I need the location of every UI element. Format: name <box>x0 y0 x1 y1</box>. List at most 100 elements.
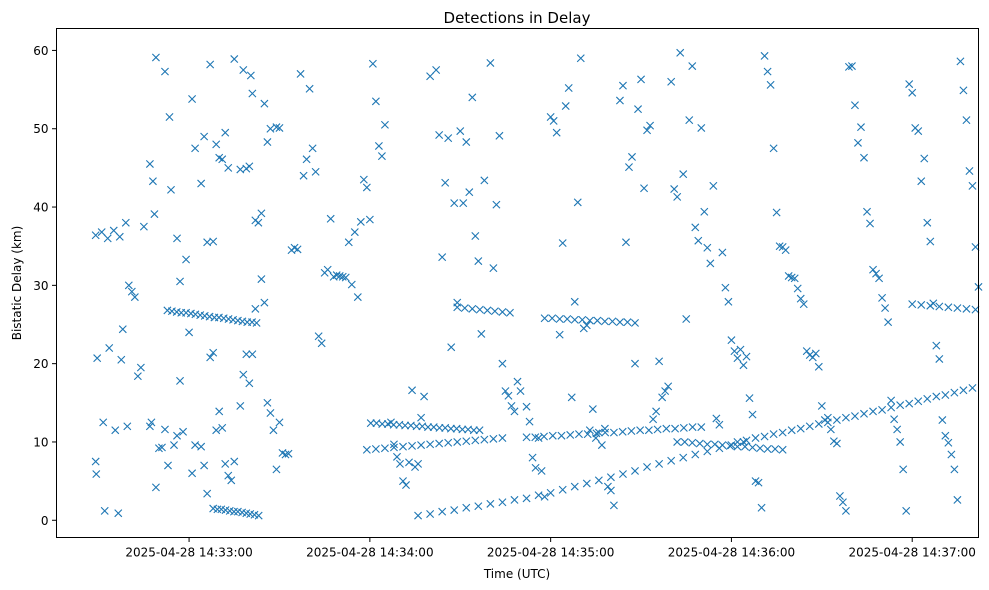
data-point-noise-346 <box>465 188 474 197</box>
data-point-noise-274 <box>236 401 245 410</box>
data-point-noise-328 <box>405 458 414 467</box>
data-point-noise-500 <box>941 431 950 440</box>
data-point-track-9km-rising-58 <box>417 441 426 450</box>
data-point-noise-384 <box>588 405 597 414</box>
data-point-track-ramp-10-to-18km-177 <box>950 388 959 397</box>
data-point-noise-409 <box>667 77 676 86</box>
y-tick-label-3: 30 <box>33 279 48 293</box>
data-point-noise-222 <box>191 144 200 153</box>
data-point-track-10km-falling-122 <box>763 445 772 454</box>
data-point-noise-382 <box>582 321 591 330</box>
data-point-noise-484 <box>893 425 902 434</box>
data-point-track-27km-mid-72 <box>483 306 492 315</box>
data-point-noise-375 <box>561 102 570 111</box>
data-point-track-25km-mid-88 <box>631 318 639 327</box>
data-point-track-12km-mid-42 <box>424 423 433 432</box>
data-point-track-ramp-0-to-10km-146 <box>667 456 676 465</box>
data-point-noise-334 <box>426 72 435 81</box>
data-point-noise-453 <box>799 300 808 309</box>
data-point-noise-367 <box>534 434 543 443</box>
data-point-noise-293 <box>296 69 305 78</box>
data-point-track-27km-late-187 <box>971 305 980 314</box>
data-point-noise-216 <box>165 112 174 121</box>
data-point-noise-230 <box>218 155 227 164</box>
data-point-track-ramp-0-to-10km-149 <box>703 447 712 456</box>
data-point-noise-424 <box>712 414 721 423</box>
data-point-noise-258 <box>179 427 188 436</box>
data-point-track-ramp-10-to-18km-159 <box>787 426 796 435</box>
data-point-track-11km-flat-104 <box>653 425 662 434</box>
data-point-noise-341 <box>450 199 459 208</box>
data-point-noise-497 <box>932 341 941 350</box>
data-point-track-10km-falling-114 <box>703 440 712 449</box>
data-point-noise-449 <box>787 273 796 282</box>
plot-area <box>91 48 983 520</box>
data-point-track-ramp-10-to-18km-178 <box>959 386 968 395</box>
data-point-noise-465 <box>835 492 844 500</box>
data-point-noise-487 <box>902 506 911 515</box>
data-point-noise-347 <box>468 93 477 102</box>
data-point-noise-270 <box>221 459 230 468</box>
data-point-noise-269 <box>218 423 227 432</box>
data-point-noise-445 <box>775 242 784 251</box>
data-point-noise-456 <box>808 353 817 362</box>
data-point-noise-262 <box>197 442 206 451</box>
data-point-noise-220 <box>182 255 191 264</box>
data-point-noise-242 <box>257 209 266 218</box>
data-point-noise-457 <box>811 349 820 358</box>
data-point-noise-296 <box>305 84 314 93</box>
data-point-noise-476 <box>869 265 878 274</box>
data-point-noise-195 <box>99 418 108 427</box>
data-point-noise-344 <box>459 199 468 208</box>
data-point-track-ramp-10-to-18km-162 <box>814 419 823 428</box>
data-point-noise-285 <box>272 465 281 474</box>
data-point-track-1km-early-31 <box>254 511 263 520</box>
data-point-noise-309 <box>344 238 353 247</box>
data-point-noise-403 <box>649 415 658 424</box>
data-point-noise-391 <box>609 501 618 510</box>
data-point-noise-256 <box>173 431 182 440</box>
data-point-noise-390 <box>606 486 615 495</box>
data-point-track-ramp-0-to-10km-128 <box>450 506 459 515</box>
data-point-track-ramp-0-to-10km-129 <box>462 503 471 512</box>
y-tick-label-1: 10 <box>33 435 48 449</box>
data-point-noise-190 <box>103 234 112 243</box>
data-point-noise-321 <box>380 120 389 129</box>
data-point-noise-510 <box>971 242 980 251</box>
data-point-noise-501 <box>944 438 953 447</box>
data-point-noise-276 <box>242 350 251 359</box>
data-point-noise-249 <box>147 418 156 427</box>
data-point-track-11km-flat-98 <box>601 428 610 437</box>
data-point-noise-398 <box>634 105 643 114</box>
data-point-track-11km-flat-103 <box>644 426 653 435</box>
data-point-noise-348 <box>471 232 480 241</box>
data-point-noise-316 <box>365 215 374 224</box>
data-point-track-ramp-10-to-18km-175 <box>932 392 941 401</box>
data-point-noise-280 <box>257 275 266 284</box>
data-point-noise-197 <box>111 426 120 435</box>
data-point-track-9km-rising-65 <box>480 435 489 444</box>
data-point-noise-340 <box>447 343 456 352</box>
data-point-track-ramp-0-to-10km-145 <box>655 459 664 468</box>
data-point-noise-378 <box>570 297 579 306</box>
data-point-noise-508 <box>965 167 974 176</box>
data-point-noise-327 <box>402 481 411 490</box>
data-point-track-12km-mid-34 <box>378 419 387 428</box>
data-point-noise-479 <box>878 293 887 302</box>
data-point-noise-435 <box>745 394 754 403</box>
data-point-track-ramp-10-to-18km-166 <box>850 412 859 421</box>
data-point-track-10km-falling-119 <box>740 442 749 451</box>
data-point-noise-322 <box>386 418 395 427</box>
data-point-noise-339 <box>444 134 453 143</box>
data-point-noise-305 <box>332 271 341 280</box>
data-point-noise-372 <box>552 128 561 137</box>
data-point-noise-243 <box>260 99 269 108</box>
data-point-track-ramp-0-to-10km-138 <box>570 482 579 491</box>
data-point-noise-231 <box>221 128 230 137</box>
x-tick-label-0: 2025-04-28 14:33:00 <box>125 546 252 560</box>
data-point-track-25km-mid-86 <box>615 318 624 327</box>
data-point-noise-272 <box>227 476 236 485</box>
data-point-noise-255 <box>170 441 178 450</box>
data-point-track-ramp-10-to-18km-168 <box>869 407 878 416</box>
data-point-noise-428 <box>724 297 733 306</box>
